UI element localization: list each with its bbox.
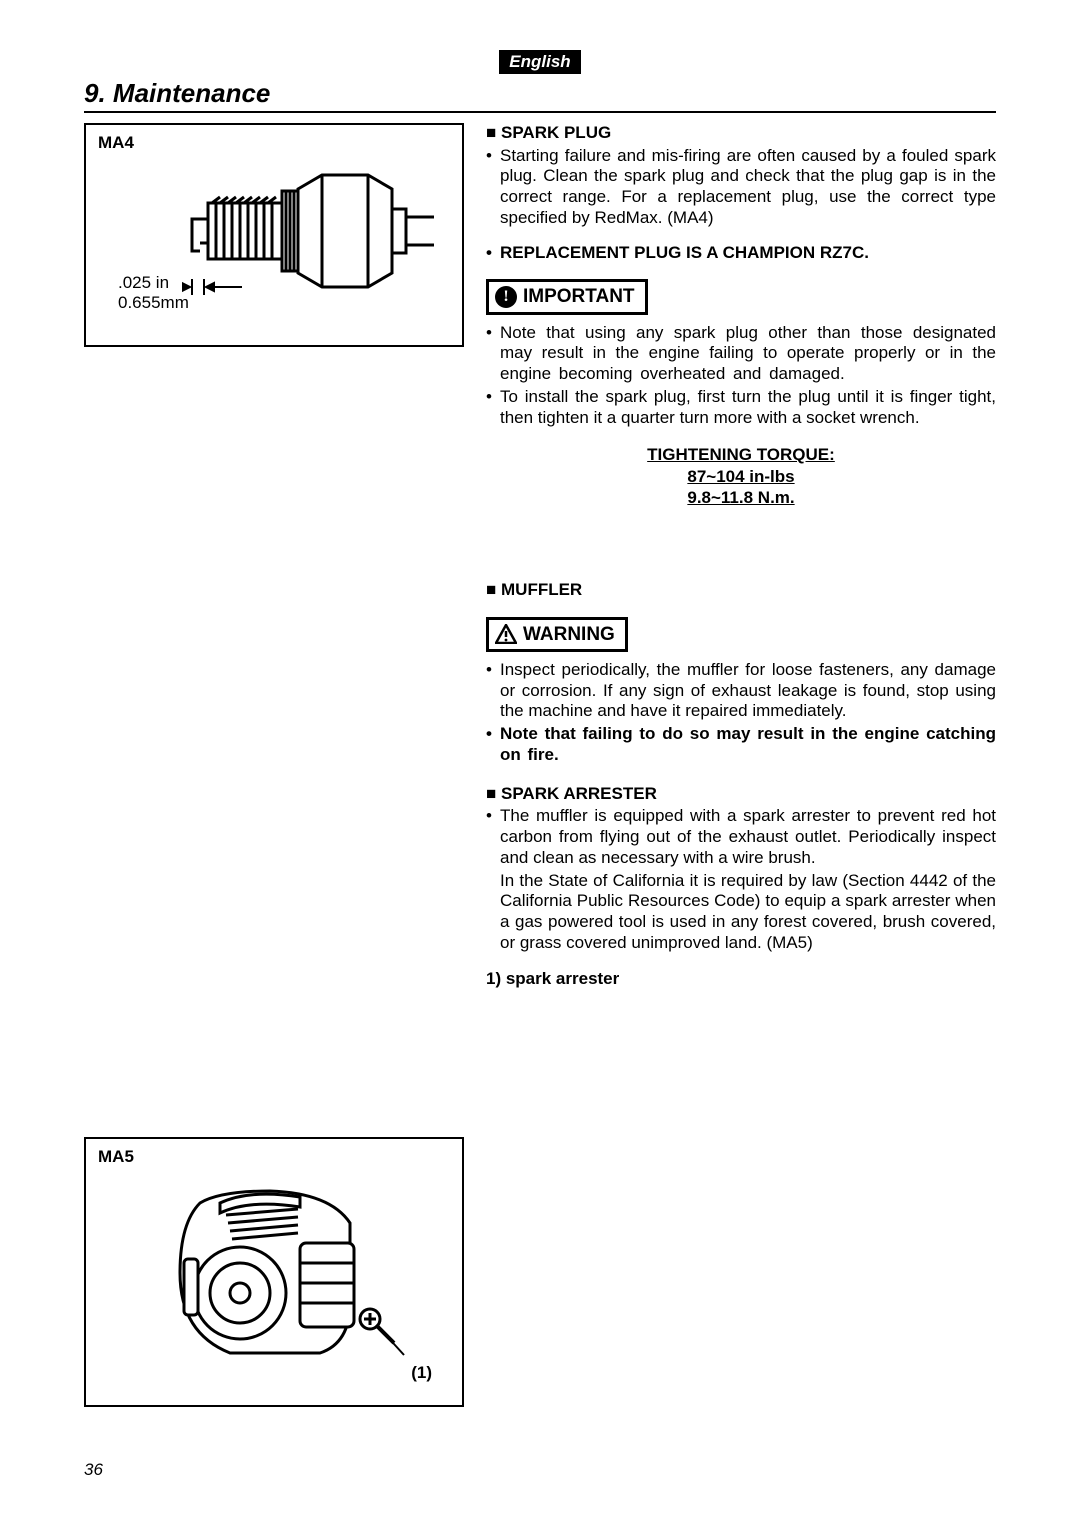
diagram-ma5-label: MA5	[98, 1147, 134, 1167]
spark-arrester-legend: 1) spark arrester	[486, 969, 996, 990]
gap-inch: .025 in	[118, 273, 169, 292]
important-icon: !	[495, 286, 517, 308]
spark-arrester-heading: ■ SPARK ARRESTER	[486, 784, 996, 805]
important-bullet2: •To install the spark plug, first turn t…	[486, 387, 996, 428]
page-number: 36	[84, 1460, 103, 1480]
warning-bullet1: •Inspect periodically, the muffler for l…	[486, 660, 996, 722]
important-label: IMPORTANT	[523, 285, 635, 308]
important-bullet1: •Note that using any spark plug other th…	[486, 323, 996, 385]
torque-line2: 87~104 in-lbs	[687, 467, 794, 486]
spark-plug-heading: ■ SPARK PLUG	[486, 123, 996, 144]
muffler-heading: ■ MUFFLER	[486, 580, 996, 601]
language-badge: English	[499, 50, 580, 74]
left-column: MA4	[84, 123, 464, 1407]
gap-mm: 0.655mm	[118, 293, 189, 312]
replacement-plug: •REPLACEMENT PLUG IS A CHAMPION RZ7C.	[486, 243, 996, 264]
torque-block: TIGHTENING TORQUE: 87~104 in-lbs 9.8~11.…	[486, 444, 996, 508]
gap-label: .025 in 0.655mm	[118, 273, 189, 312]
torque-line1: TIGHTENING TORQUE:	[647, 445, 835, 464]
warning-label: WARNING	[523, 623, 615, 646]
engine-muffler-icon	[150, 1163, 410, 1383]
diagram-ma4: MA4	[84, 123, 464, 347]
spark-plug-icon	[182, 151, 442, 311]
spark-arrester-bullet1: •The muffler is equipped with a spark ar…	[486, 806, 996, 868]
language-wrap: English	[84, 50, 996, 74]
important-box: ! IMPORTANT	[486, 279, 648, 314]
diagram-ma5-callout: (1)	[411, 1363, 432, 1383]
columns: MA4	[84, 123, 996, 1407]
warning-box: WARNING	[486, 617, 628, 652]
spark-arrester-bullet2: In the State of California it is require…	[486, 871, 996, 954]
section-title: 9. Maintenance	[84, 78, 996, 113]
warning-bullet2: •Note that failing to do so may result i…	[486, 724, 996, 765]
spark-plug-bullet1: •Starting failure and mis-firing are oft…	[486, 146, 996, 229]
right-column: ■ SPARK PLUG •Starting failure and mis-f…	[486, 123, 996, 1407]
diagram-ma5: MA5	[84, 1137, 464, 1407]
diagram-ma4-label: MA4	[98, 133, 134, 153]
torque-line3: 9.8~11.8 N.m.	[687, 488, 794, 507]
warning-icon	[495, 624, 517, 644]
